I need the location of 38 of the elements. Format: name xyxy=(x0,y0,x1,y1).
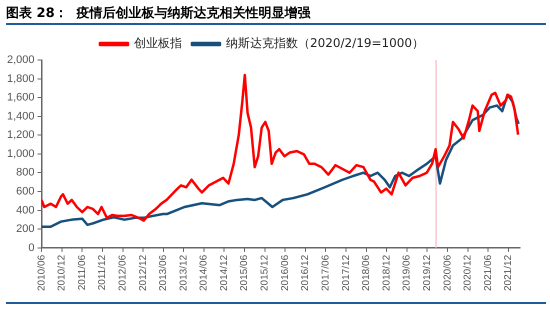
x-tick-label: 2014/12 xyxy=(218,254,230,292)
y-tick-label: 0 xyxy=(28,242,35,254)
y-tick-label: 600 xyxy=(16,186,35,198)
x-tick-label: 2021/06 xyxy=(482,254,494,292)
legend-label: 创业板指 xyxy=(134,36,182,50)
x-tick-label: 2016/06 xyxy=(280,254,291,292)
x-tick-label: 2013/06 xyxy=(158,254,170,292)
x-tick-label: 2015/12 xyxy=(260,254,271,292)
y-tick-label: 2,000 xyxy=(6,54,35,66)
y-tick-label: 800 xyxy=(16,166,35,179)
x-tick-label: 2018/12 xyxy=(381,254,392,292)
x-tick-label: 2011/06 xyxy=(76,254,88,290)
x-tick-label: 2017/06 xyxy=(320,254,332,292)
y-tick-label: 1,200 xyxy=(6,129,35,142)
y-tick-label: 1,600 xyxy=(6,92,35,104)
legend-label: 纳斯达克指数（2020/2/19=1000） xyxy=(226,36,424,50)
x-tick-label: 2017/12 xyxy=(340,254,352,292)
y-tick-label: 1,800 xyxy=(6,72,35,85)
x-tick-label: 2013/12 xyxy=(178,254,190,292)
x-tick-label: 2015/06 xyxy=(239,254,250,292)
y-tick-label: 1,400 xyxy=(6,110,35,122)
y-tick-label: 400 xyxy=(16,204,35,216)
y-tick-label: 1,000 xyxy=(6,148,35,160)
x-tick-label: 2016/12 xyxy=(300,254,312,292)
x-tick-label: 2010/12 xyxy=(56,254,68,292)
x-tick-label: 2014/06 xyxy=(198,254,210,292)
chart-title: 图表 28： 疫情后创业板与纳斯达克相关性明显增强 xyxy=(6,4,311,22)
x-tick-label: 2012/06 xyxy=(118,254,129,292)
x-tick-label: 2020/06 xyxy=(442,254,454,292)
x-tick-label: 2018/06 xyxy=(361,254,372,292)
x-tick-label: 2011/12 xyxy=(97,254,108,290)
x-tick-label: 2020/12 xyxy=(462,254,474,292)
x-tick-label: 2010/06 xyxy=(36,254,48,292)
x-tick-label: 2019/06 xyxy=(402,254,413,292)
y-tick-label: 200 xyxy=(16,223,35,236)
x-tick-label: 2019/12 xyxy=(422,254,433,292)
x-tick-label: 2021/12 xyxy=(503,254,514,292)
x-tick-label: 2012/12 xyxy=(138,254,149,292)
